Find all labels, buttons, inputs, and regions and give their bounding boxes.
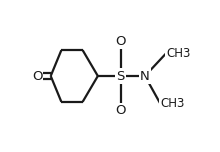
Text: O: O (32, 69, 42, 83)
Text: S: S (116, 69, 125, 83)
Text: O: O (115, 104, 126, 117)
Text: N: N (140, 69, 150, 83)
Text: CH3: CH3 (160, 97, 185, 110)
Text: O: O (115, 35, 126, 48)
Text: CH3: CH3 (166, 47, 191, 60)
